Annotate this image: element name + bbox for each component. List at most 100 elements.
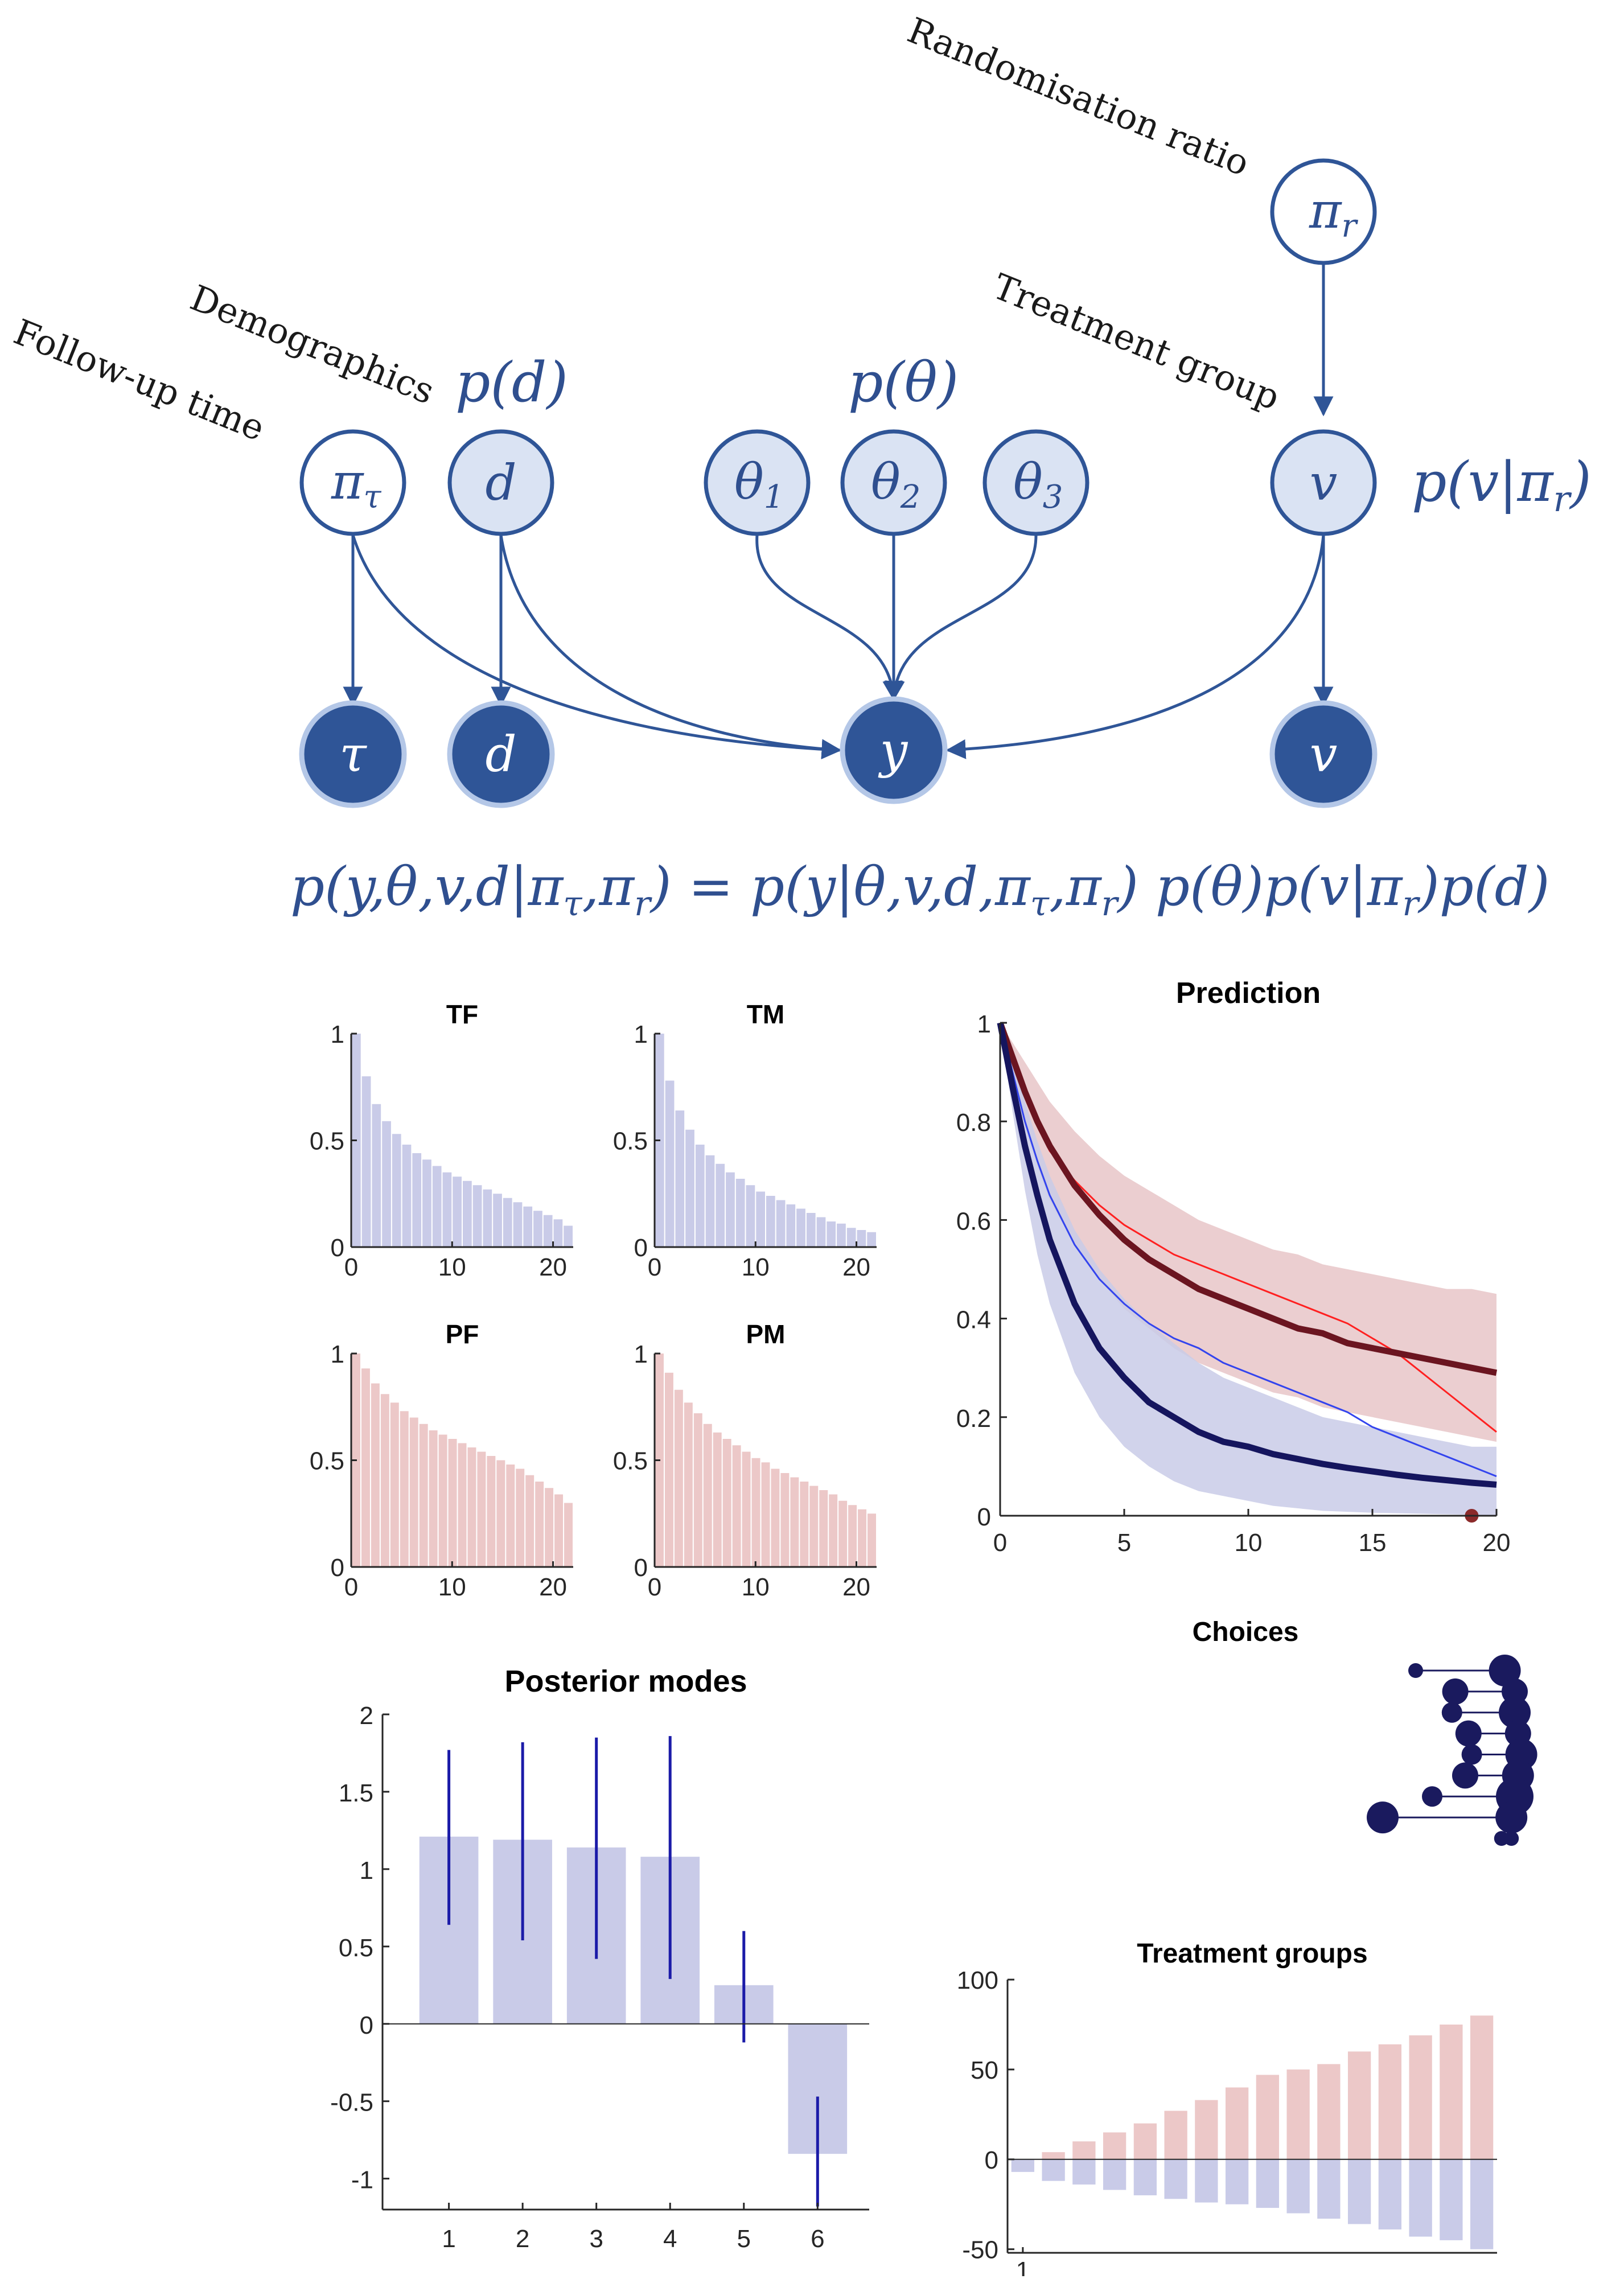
bar: [848, 1505, 857, 1567]
x-tick-label: 20: [842, 1253, 870, 1281]
y-tick-label: 1: [331, 1021, 344, 1048]
bar: [371, 1384, 380, 1568]
bar: [554, 1219, 563, 1247]
bar: [503, 1198, 512, 1247]
prior-p-v-sub: r: [1553, 478, 1572, 520]
bar: [453, 1176, 462, 1247]
chart-title: Prediction: [1176, 977, 1321, 1010]
choice-point: [1456, 1721, 1482, 1747]
node-pi-tau-sub: τ: [364, 479, 382, 516]
x-tick-label: 0: [344, 1573, 358, 1601]
bar: [564, 1226, 573, 1248]
y-tick-label: 0: [977, 1503, 991, 1531]
node-obs-tau-text: τ: [339, 726, 367, 783]
prior-p-v-text: p(v|π: [1412, 450, 1554, 514]
placebo-bar: [1286, 2070, 1309, 2159]
bar: [433, 1166, 442, 1248]
node-pi-tau-text: π: [331, 454, 364, 511]
bar: [675, 1390, 683, 1567]
bar: [694, 1413, 702, 1567]
node-pi-r-sub: r: [1342, 208, 1359, 245]
eq-rhs-rest: ) p(θ)p(v|π: [1116, 856, 1403, 918]
bar: [716, 1164, 725, 1247]
placebo-bar: [1103, 2132, 1126, 2159]
chart-title: PF: [446, 1319, 479, 1349]
node-theta-3-sub: 3: [1043, 479, 1063, 516]
bar: [742, 1452, 751, 1568]
bar: [463, 1181, 472, 1247]
bar: [819, 1490, 828, 1567]
bar: [382, 1121, 391, 1247]
bar: [422, 1159, 431, 1247]
bar: [796, 1209, 805, 1248]
bar: [412, 1153, 421, 1247]
treatment-bar: [1072, 2159, 1095, 2185]
bar: [762, 1462, 770, 1567]
prior-p-d: p(d): [455, 351, 568, 414]
bar: [746, 1185, 755, 1247]
choice-point: [1408, 1663, 1423, 1678]
y-tick-label: 0: [985, 2146, 998, 2174]
x-tick-label: 15: [1359, 1529, 1387, 1557]
x-tick-label: 2: [516, 2225, 529, 2253]
y-tick-label: -0.5: [330, 2089, 373, 2117]
choice-point: [1462, 1745, 1482, 1765]
treatment-bar: [1256, 2159, 1279, 2208]
y-tick-label: 1: [331, 1340, 344, 1368]
treatment-bar: [1164, 2159, 1187, 2199]
node-pi-tau: πτ: [302, 431, 404, 534]
chart-title: TM: [747, 999, 784, 1029]
x-tick-label: 0: [344, 1253, 358, 1281]
treatment-bar: [1195, 2159, 1218, 2203]
bar: [665, 1081, 675, 1248]
treatment-bar: [1440, 2159, 1462, 2240]
placebo-bar: [1164, 2111, 1187, 2159]
edge-theta1-to-y: [757, 535, 894, 699]
x-tick-label: 5: [1117, 1529, 1131, 1557]
node-theta-1: θ1: [706, 431, 808, 534]
placebo-bar: [1072, 2141, 1095, 2159]
bar: [837, 1224, 846, 1247]
chart-title: Treatment groups: [1137, 1939, 1367, 1969]
x-tick-label: 1: [442, 2225, 455, 2253]
edge-theta3-to-y: [894, 535, 1036, 699]
treatment-bar: [1379, 2159, 1401, 2229]
choice-point: [1442, 1679, 1469, 1705]
treatment-bar: [1409, 2159, 1432, 2237]
eq-sub-r-3: r: [1402, 884, 1420, 924]
label-treatment-group: Treatment group: [987, 265, 1285, 418]
bar: [665, 1373, 673, 1567]
x-tick-label: 10: [438, 1253, 466, 1281]
placebo-bar: [1256, 2075, 1279, 2159]
bar: [487, 1456, 495, 1567]
y-tick-label: 0.5: [310, 1128, 344, 1155]
bar: [533, 1211, 542, 1247]
y-tick-label: 1: [634, 1340, 648, 1368]
bar: [776, 1200, 786, 1248]
treatment-bar: [1012, 2159, 1034, 2172]
y-tick-label: 0.4: [956, 1306, 991, 1334]
node-obs-v-text: v: [1310, 726, 1338, 783]
placebo-bar: [1348, 2051, 1371, 2159]
bar: [545, 1488, 553, 1567]
node-theta-2-sub: 2: [900, 479, 921, 516]
bar: [458, 1443, 467, 1568]
x-tick-label: 10: [1235, 1529, 1263, 1557]
eq-tail: )p(d): [1417, 856, 1549, 918]
bar: [493, 1194, 502, 1247]
y-tick-label: 2: [360, 1702, 373, 1730]
bar: [523, 1207, 532, 1247]
placebo-bar: [1317, 2064, 1340, 2159]
bar: [381, 1394, 389, 1567]
y-tick-label: 0.5: [613, 1128, 648, 1155]
joint-equation: p(y,θ,v,d|πτ,πr) = p(y|θ,v,d,πτ,πr) p(θ)…: [290, 856, 1550, 924]
bar: [473, 1185, 482, 1247]
bar: [361, 1368, 370, 1567]
bar: [496, 1461, 505, 1568]
placebo-bar: [1470, 2015, 1493, 2159]
treatment-bar: [1286, 2159, 1309, 2214]
x-tick-label: 0: [993, 1529, 1007, 1557]
